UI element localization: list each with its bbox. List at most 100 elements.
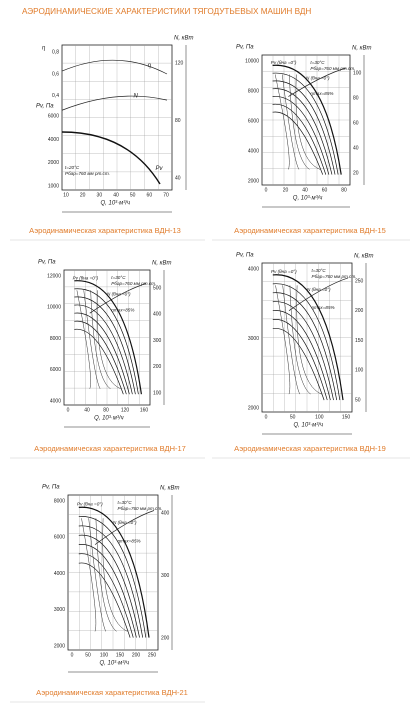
- eta-curve: [61, 59, 168, 75]
- curve-label: ηmax=85%: [312, 305, 335, 310]
- pressure-curve: [272, 328, 325, 401]
- pressure-curve: [74, 320, 127, 395]
- note: t=30°C: [111, 275, 126, 280]
- eta-tick-label: 0,4: [52, 93, 59, 99]
- x-tick-label: 200: [132, 652, 141, 658]
- note: Рбар=760 мм рт.ст.: [65, 171, 110, 176]
- efficiency-curve: [289, 74, 310, 170]
- x-axis-label: Q, 10³·м³/ч: [294, 423, 324, 429]
- x-tick-label: 250: [148, 652, 157, 658]
- y2-tick-label: 100: [355, 368, 364, 374]
- note: Рбар=760 мм рт.ст.: [111, 281, 156, 286]
- efficiency-curve: [102, 518, 128, 632]
- y-tick-label: 4000: [54, 571, 65, 577]
- x-tick-label: 40: [302, 187, 308, 193]
- y-tick-label: 6000: [48, 114, 59, 120]
- x-tick-label: 40: [113, 192, 119, 198]
- y2-tick-label: 500: [153, 285, 162, 291]
- pressure-curve: [74, 280, 142, 395]
- efficiency-curve: [96, 290, 121, 390]
- y2-tick-label: 60: [353, 120, 359, 126]
- caption: Аэродинамическая характеристика ВДН-21: [36, 688, 188, 697]
- curve-label: N (θна =0°): [307, 287, 331, 292]
- curve-label: Pv (θна =0°): [73, 275, 99, 280]
- efficiency-curve: [83, 290, 101, 389]
- y-tick-label: 8000: [50, 336, 61, 342]
- curve-label: Pv (θна =0°): [271, 269, 297, 274]
- x-tick-label: 100: [315, 414, 324, 420]
- y-tick-label: 10000: [245, 58, 259, 64]
- x-axis-label: Q, 10³·м³/ч: [94, 416, 124, 422]
- efficiency-curve: [275, 285, 291, 395]
- pressure-curve: [74, 296, 136, 395]
- y2-tick-label: 80: [175, 118, 181, 124]
- pressure-curve: [78, 534, 140, 638]
- efficiency-curve: [76, 290, 91, 389]
- y2-tick-label: 80: [353, 95, 359, 101]
- curve-label: Pv (θна =0°): [271, 60, 297, 65]
- x-tick-label: 40: [84, 407, 90, 413]
- efficiency-curve: [95, 518, 117, 632]
- note: Рбар=760 мм рт.ст.: [310, 66, 355, 71]
- pressure-curve: [78, 562, 131, 638]
- y2-tick-label: 400: [161, 510, 170, 516]
- y-tick-label: 10000: [47, 305, 61, 311]
- x-tick-label: 160: [140, 407, 149, 413]
- y2-axis-label: N, кВт: [160, 486, 180, 492]
- curve-label: η: [148, 63, 152, 69]
- y-tick-label: 2000: [48, 160, 59, 166]
- note: t=20°C: [65, 165, 80, 170]
- curve-label: N: [134, 93, 139, 99]
- x-tick-label: 150: [116, 652, 125, 658]
- x-axis-label: Q, 10³·м³/ч: [100, 661, 130, 667]
- efficiency-curve: [282, 285, 301, 395]
- y2-axis-label: N, кВт: [352, 46, 372, 52]
- pressure-curve: [272, 274, 344, 401]
- efficiency-curve: [296, 285, 322, 395]
- curve-label: Pv: [156, 166, 164, 172]
- x-tick-label: 50: [290, 414, 296, 420]
- y2-tick-label: 50: [355, 397, 361, 403]
- y2-tick-label: 300: [153, 338, 162, 344]
- x-tick-label: 10: [63, 192, 69, 198]
- power-curve: [94, 510, 155, 545]
- pressure-curve: [78, 516, 147, 638]
- note: t=30°C: [310, 60, 325, 65]
- y-tick-label: 6000: [248, 118, 259, 124]
- x-tick-label: 20: [283, 187, 289, 193]
- curve-label: N (θна =0°): [113, 520, 137, 525]
- x-tick-label: 50: [85, 652, 91, 658]
- curve-label: N (θна =0°): [306, 76, 330, 81]
- pressure-curve: [74, 288, 139, 395]
- y2-axis-label: N, кВт: [152, 261, 172, 267]
- x-tick-label: 80: [341, 187, 347, 193]
- y-axis-label: Pv, Па: [236, 45, 254, 51]
- x-tick-label: 60: [147, 192, 153, 198]
- y2-tick-label: 40: [353, 145, 359, 151]
- y-tick-label: 8000: [54, 498, 65, 504]
- eta-axis-label: η: [42, 46, 46, 52]
- pressure-curve: [78, 525, 144, 638]
- efficiency-curve: [88, 518, 107, 632]
- y-tick-label: 4000: [50, 398, 61, 404]
- x-tick-label: 120: [121, 407, 130, 413]
- x-tick-label: 0: [265, 414, 268, 420]
- pressure-curve: [272, 64, 342, 175]
- x-tick-label: 20: [80, 192, 86, 198]
- y2-tick-label: 200: [153, 364, 162, 370]
- power-curve: [89, 283, 147, 314]
- efficiency-curve: [81, 518, 97, 632]
- note: Рбар=760 мм рт.ст.: [312, 274, 357, 279]
- x-tick-label: 0: [71, 652, 74, 658]
- y-tick-label: 2000: [248, 405, 259, 411]
- y2-tick-label: 100: [353, 70, 362, 76]
- pressure-curve: [272, 80, 336, 175]
- curve-label: Pv (θна =0°): [77, 502, 103, 507]
- efficiency-curve: [281, 74, 300, 170]
- y2-tick-label: 20: [353, 170, 359, 176]
- y-tick-label: 6000: [50, 367, 61, 373]
- efficiency-curve: [295, 74, 321, 170]
- y2-tick-label: 400: [153, 312, 162, 318]
